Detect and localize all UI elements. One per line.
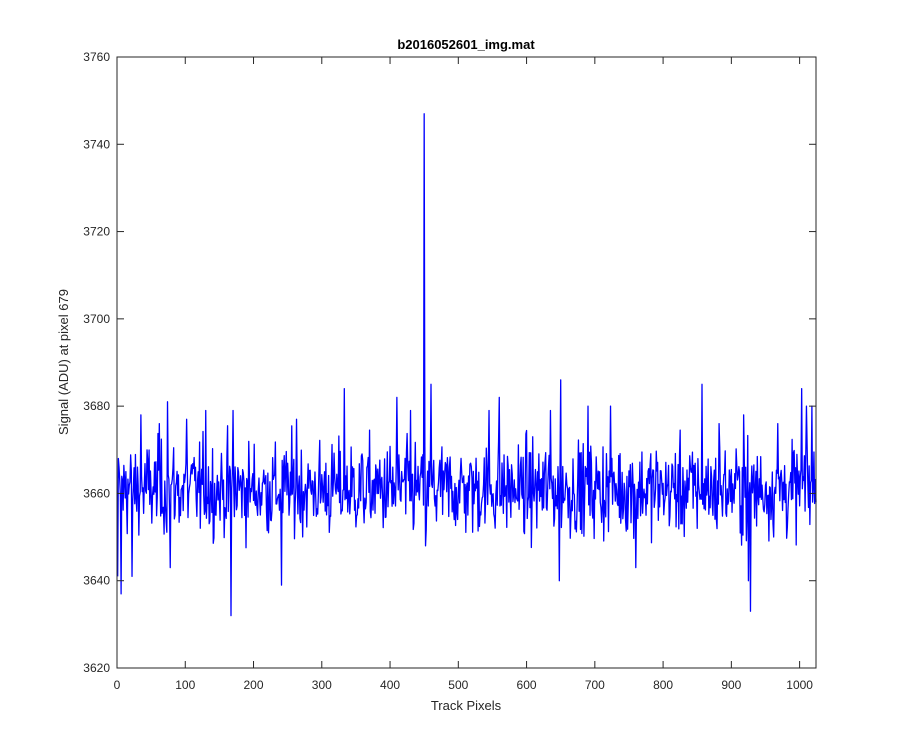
x-axis: 0 100 200 300 400 500 600 700 800 900 1000 [114,57,813,692]
x-tick-label: 700 [585,678,605,692]
y-tick-label: 3700 [83,312,110,326]
x-tick-label: 600 [517,678,537,692]
y-tick-label: 3680 [83,399,110,413]
y-tick-label: 3720 [83,225,110,239]
x-tick-label: 0 [114,678,121,692]
x-tick-label: 200 [244,678,264,692]
x-axis-label: Track Pixels [431,698,502,713]
y-tick-label: 3740 [83,137,110,151]
x-tick-label: 800 [653,678,673,692]
chart-title: b2016052601_img.mat [397,37,535,52]
x-tick-label: 300 [312,678,332,692]
x-tick-label: 900 [721,678,741,692]
y-axis-label: Signal (ADU) at pixel 679 [56,289,71,435]
x-tick-label: 100 [175,678,195,692]
plot-area [117,57,816,668]
y-tick-label: 3620 [83,661,110,675]
signal-series-line [117,113,817,617]
x-tick-label: 400 [380,678,400,692]
y-axis: 3620 3640 3660 3680 3700 3720 3740 3760 [83,50,816,675]
y-tick-label: 3760 [83,50,110,64]
y-tick-label: 3660 [83,486,110,500]
series-group [117,113,817,617]
x-tick-label: 1000 [786,678,813,692]
y-tick-label: 3640 [83,574,110,588]
x-tick-label: 500 [448,678,468,692]
axes-box [116,56,817,669]
